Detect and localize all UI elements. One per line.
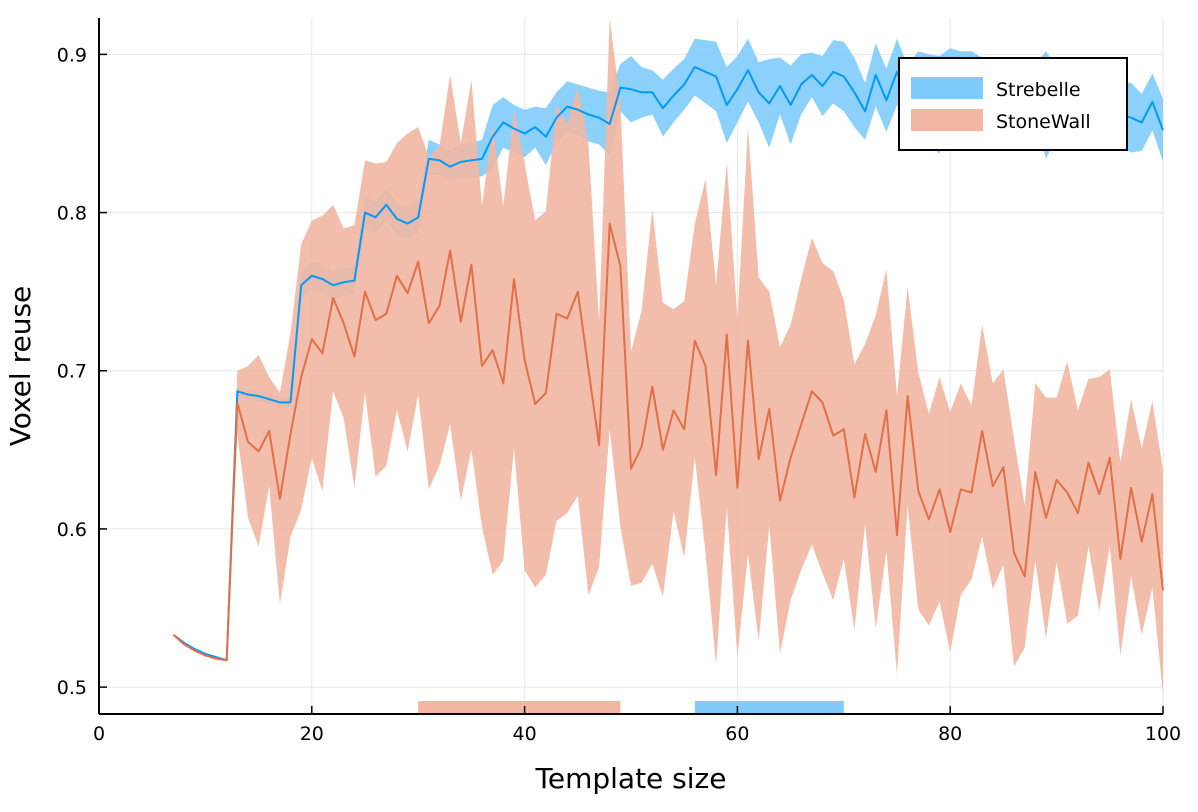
legend-swatch-strebelle <box>911 77 983 99</box>
range-marker-stonewall <box>418 701 621 714</box>
x-tick-label: 80 <box>938 723 962 745</box>
line-stonewall <box>172 222 1164 662</box>
y-tick-label: 0.8 <box>57 203 87 225</box>
y-tick-label: 0.7 <box>57 361 87 383</box>
ticks: 0 20 40 60 80 100 0.5 0.6 0.7 0.8 0.9 <box>57 44 1181 745</box>
legend-box <box>898 57 1128 151</box>
band-stonewall <box>173 18 1163 695</box>
legend: Strebelle StoneWall <box>898 57 1128 151</box>
y-tick-label: 0.6 <box>57 519 87 541</box>
range-marker-strebelle <box>694 701 844 714</box>
y-tick-label: 0.9 <box>57 44 87 66</box>
x-axis-title: Template size <box>535 762 727 795</box>
legend-swatch-stonewall <box>911 109 983 131</box>
x-tick-label: 60 <box>725 723 749 745</box>
x-tick-label: 40 <box>513 723 537 745</box>
range-markers <box>418 701 844 714</box>
axes <box>98 18 1163 715</box>
x-tick-label: 100 <box>1145 723 1181 745</box>
legend-label-stonewall: StoneWall <box>996 111 1091 133</box>
y-axis-title: Voxel reuse <box>4 286 37 447</box>
x-tick-label: 20 <box>300 723 324 745</box>
x-tick-label: 0 <box>93 723 105 745</box>
legend-label-strebelle: Strebelle <box>996 79 1081 101</box>
y-tick-label: 0.5 <box>57 677 87 699</box>
confidence-bands <box>173 18 1163 695</box>
